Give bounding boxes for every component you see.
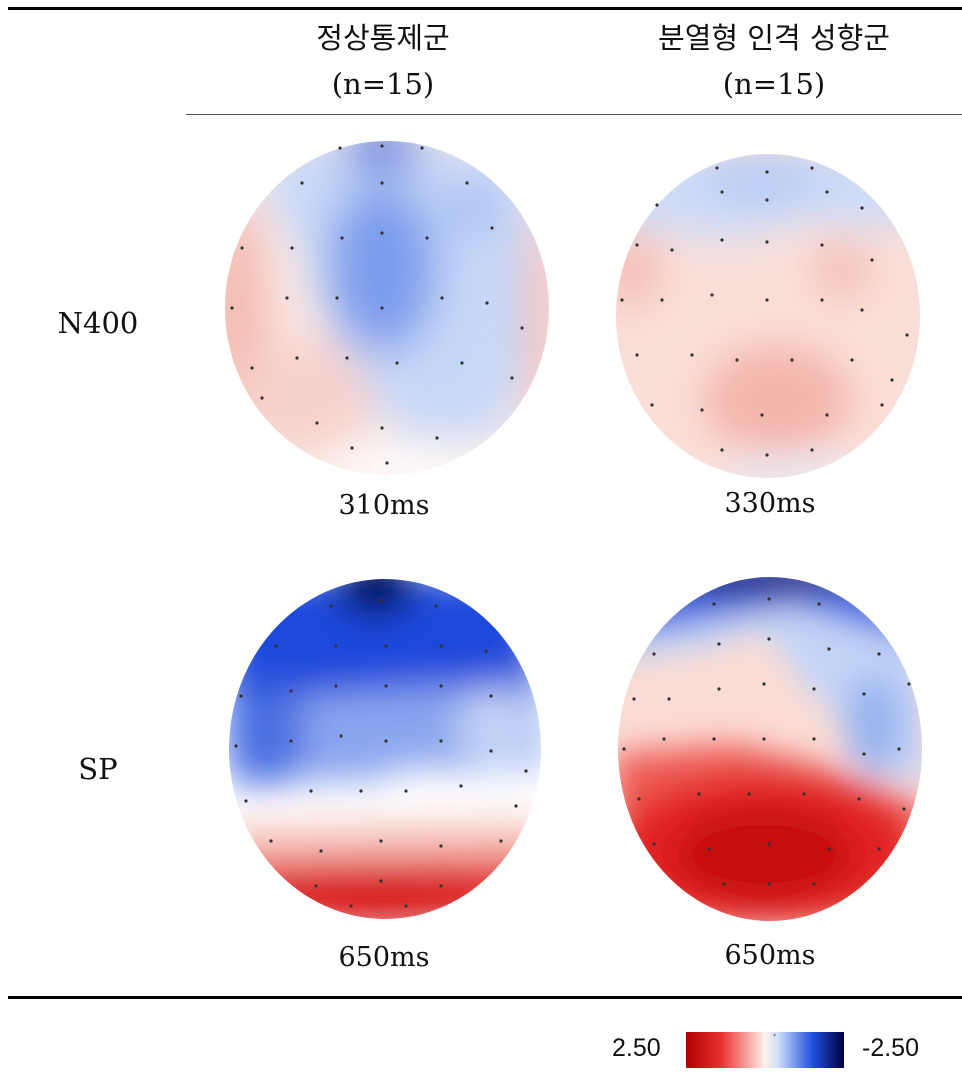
group2-n: (n=15)	[722, 67, 826, 101]
colorbar-min-label: -2.50	[862, 1034, 919, 1062]
latency-n400-schizotypal: 330ms	[724, 488, 816, 519]
electrode-dots	[230, 144, 524, 465]
row-label-sp: SP	[78, 752, 118, 786]
topomap-sp-schizotypal	[618, 577, 922, 921]
group2-header: 분열형 인격 성향군 (n=15)	[614, 15, 934, 107]
colorbar	[686, 1032, 844, 1068]
colorbar-max-label: 2.50	[612, 1034, 661, 1062]
table-top-rule	[8, 7, 962, 10]
electrode-dots	[234, 599, 528, 908]
electrode-dots	[620, 166, 909, 457]
group1-n: (n=15)	[331, 67, 435, 101]
group2-name: 분열형 인격 성향군	[658, 21, 890, 55]
group1-header: 정상통제군 (n=15)	[240, 15, 526, 107]
latency-sp-schizotypal: 650ms	[724, 940, 816, 971]
topomap-sp-control	[229, 579, 541, 919]
topomap-n400-schizotypal	[616, 154, 920, 478]
table-bottom-rule	[8, 996, 962, 999]
latency-n400-control: 310ms	[338, 490, 430, 521]
row-label-n400: N400	[57, 306, 139, 340]
header-rule	[186, 114, 962, 115]
latency-sp-control: 650ms	[338, 942, 430, 973]
electrode-dots	[622, 597, 911, 886]
group1-name: 정상통제군	[316, 21, 450, 55]
topomap-n400-control	[225, 141, 549, 475]
